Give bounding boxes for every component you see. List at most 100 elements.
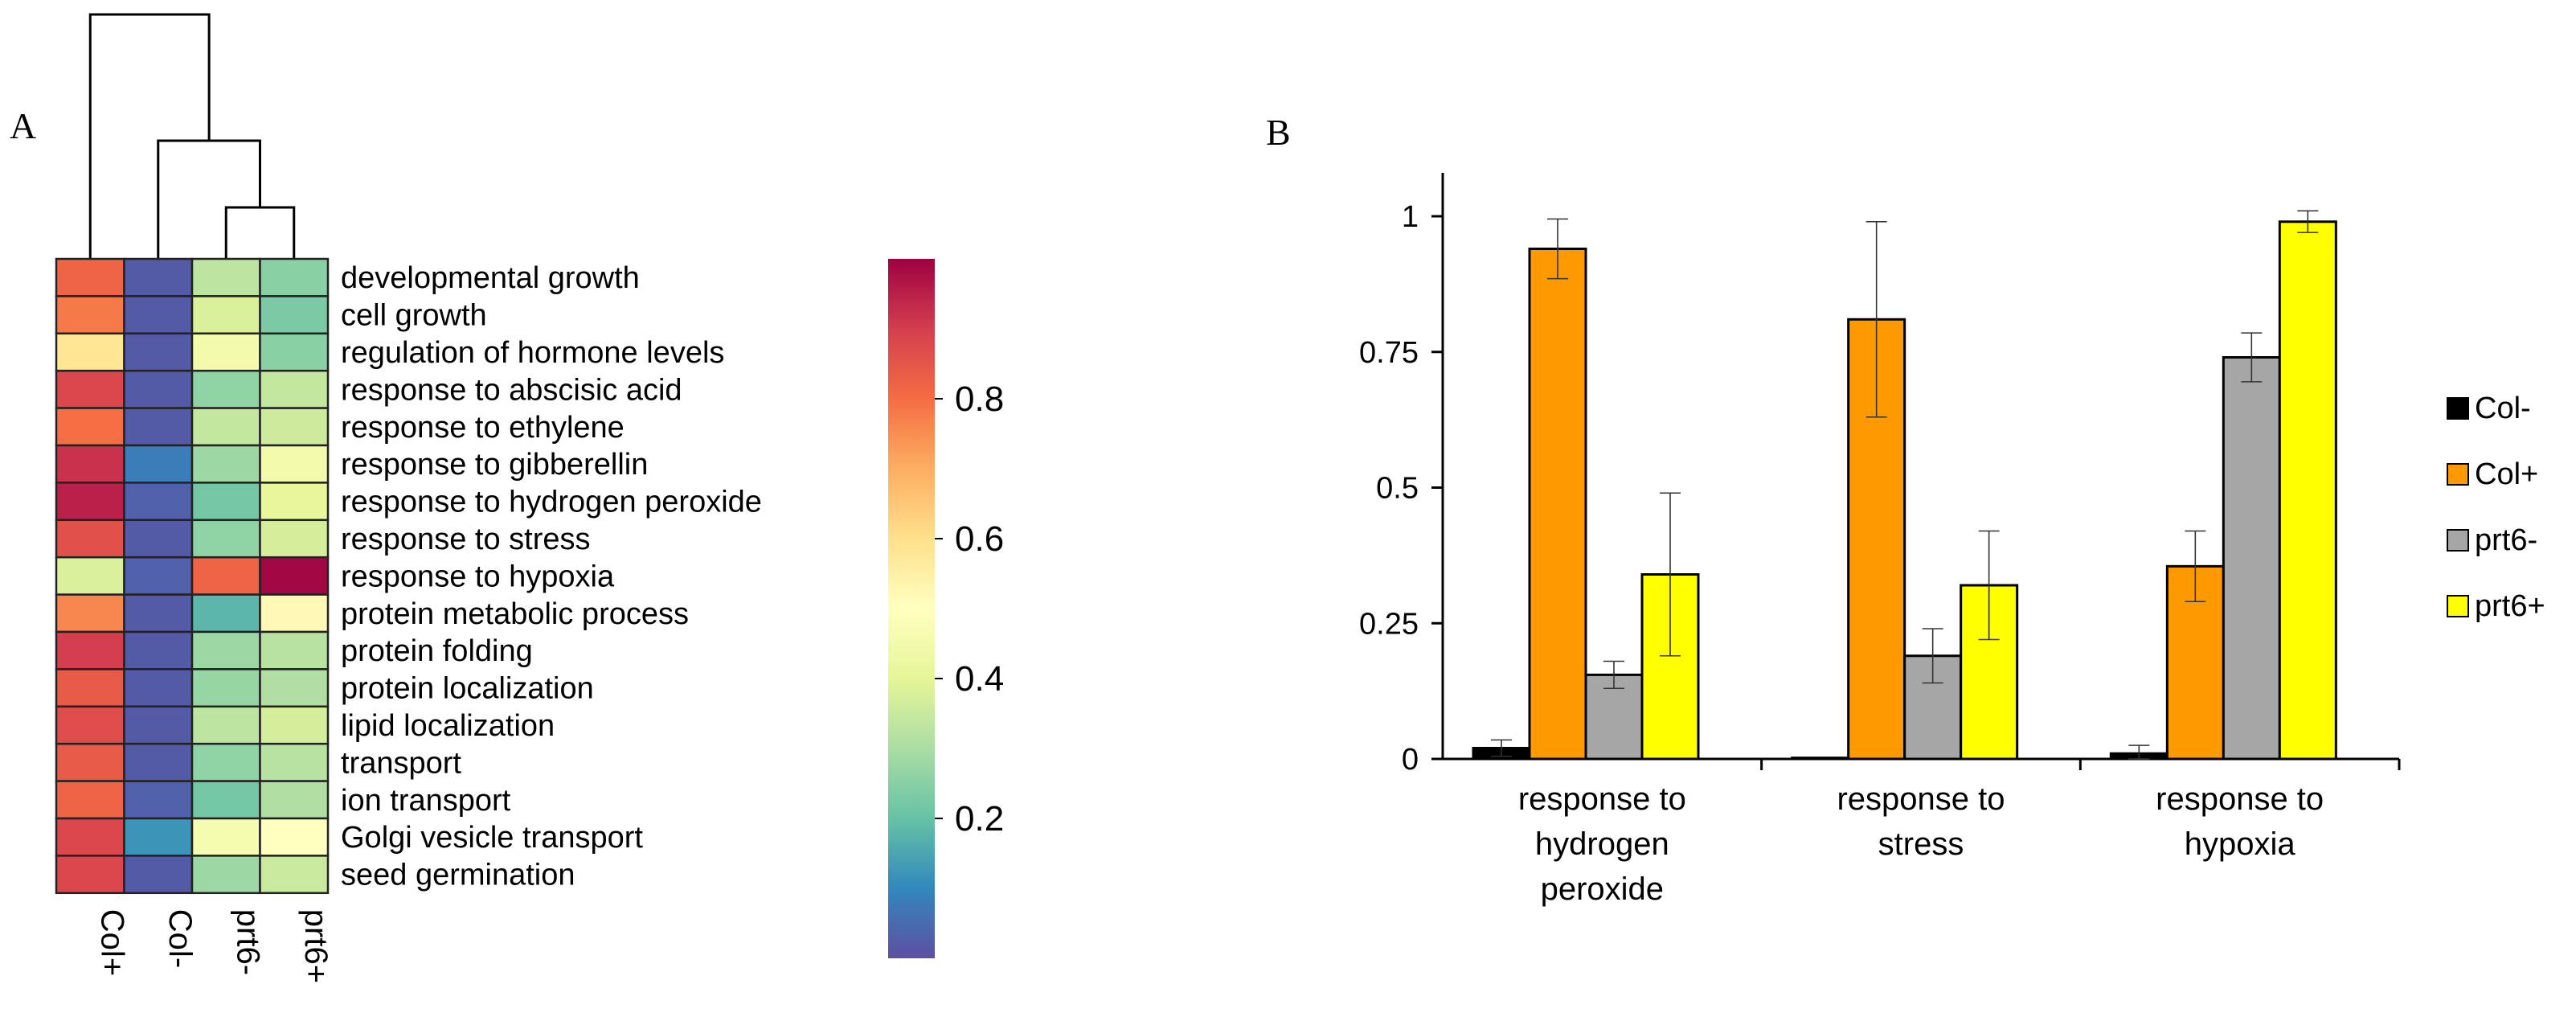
bar-chart-bars [1472, 220, 2337, 761]
heatmap-row-label: response to stress [341, 523, 590, 556]
category-label-line: peroxide [1541, 871, 1664, 907]
heatmap-cell-protein-folding-prt6 [190, 630, 261, 670]
category-label-line: response to [1518, 781, 1686, 817]
legend-swatch-prt6 [2447, 529, 2469, 552]
legend-label-col: Col- [2475, 392, 2531, 425]
heatmap-cell-seed-germination-prt6 [190, 855, 261, 895]
panel-label-b: B [1266, 112, 1291, 153]
category-label-line: hydrogen [1535, 826, 1669, 862]
panel-label-a: A [10, 105, 36, 146]
heatmap-cell-cell-growth-prt6 [259, 295, 330, 335]
colorbar-tick-label: 0.2 [955, 799, 1004, 839]
heatmap-cell-response-to-ethylene-col [123, 407, 194, 447]
heatmap-row-label: protein metabolic process [341, 597, 689, 631]
heatmap-cell-response-to-gibberellin-col [55, 444, 125, 484]
category-label-line: response to [1837, 781, 2005, 817]
heatmap-cell-regulation-of-hormone-levels-col [55, 332, 125, 372]
heatmap-column-label: Col- [162, 909, 198, 968]
heatmap-row-label: developmental growth [341, 261, 640, 295]
heatmap-cell-protein-folding-col [55, 630, 125, 670]
heatmap-column-label: Col+ [94, 909, 129, 976]
colorbar: 0.2 0.4 0.6 0.8 [888, 259, 1004, 958]
heatmap-cell-developmental-growth-col [123, 257, 194, 297]
heatmap-cell-cell-growth-col [55, 295, 125, 335]
heatmap-row-label: response to hypoxia [341, 560, 615, 593]
legend: Col- Col+ prt6- prt6+ [2447, 392, 2545, 623]
colorbar-tick-label: 0.8 [955, 379, 1004, 419]
heatmap-cell-regulation-of-hormone-levels-col [123, 332, 194, 372]
category-label-response-to-hypoxia: response to hypoxia [2156, 781, 2324, 862]
heatmap-cell-seed-germination-col [123, 855, 194, 895]
heatmap-cell-response-to-stress-prt6 [259, 519, 330, 559]
heatmap-cell-cell-growth-col [123, 295, 194, 335]
heatmap-row-labels: developmental growth cell growthregulatio… [341, 261, 762, 892]
colorbar-tick-label: 0.6 [955, 519, 1004, 559]
heatmap-cell-protein-localization-col [123, 668, 194, 708]
heatmap-row-label: response to ethylene [341, 411, 625, 445]
heatmap-cell-golgi-vesicle-transport-col [123, 817, 194, 857]
bar-chart-error-bars [1491, 210, 2319, 760]
heatmap-row-label: response to gibberellin [341, 448, 648, 482]
category-label-line: stress [1878, 826, 1964, 862]
category-label-line: response to [2156, 781, 2324, 817]
heatmap-cell-response-to-ethylene-prt6 [259, 407, 330, 447]
heatmap-cell-response-to-hydrogen-peroxide-prt6 [259, 482, 330, 522]
colorbar-tick-label: 0.4 [955, 659, 1004, 699]
dendrogram [88, 13, 296, 259]
y-axis-tick-label: 0.75 [1359, 336, 1419, 370]
heatmap-cell-golgi-vesicle-transport-prt6 [259, 817, 330, 857]
heatmap-cell-response-to-hypoxia-prt6 [190, 556, 261, 596]
heatmap-cell-protein-localization-prt6 [259, 668, 330, 708]
heatmap-cell-developmental-growth-prt6 [259, 257, 330, 297]
heatmap-cell-protein-localization-col [55, 668, 125, 708]
legend-swatch-col [2447, 463, 2469, 486]
heatmap-cell-response-to-stress-col [55, 519, 125, 559]
bar-prt6-response-to-hypoxia [2278, 220, 2337, 761]
heatmap-row-label: response to hydrogen peroxide [341, 486, 762, 519]
legend-label-col: Col+ [2475, 457, 2538, 491]
dendrogram-branch [224, 206, 296, 259]
heatmap-cell-response-to-hydrogen-peroxide-prt6 [190, 482, 261, 522]
heatmap-row-label: protein folding [341, 634, 533, 668]
category-label-line: hypoxia [2185, 826, 2296, 862]
heatmap-row-label: ion transport [341, 784, 511, 818]
heatmap-cell-response-to-abscisic-acid-prt6 [259, 369, 330, 409]
heatmap-cell-response-to-abscisic-acid-col [123, 369, 194, 409]
bar-chart-category-labels: response to hydrogen peroxide response to st… [1518, 781, 2324, 907]
heatmap-cell-golgi-vesicle-transport-col [55, 817, 125, 857]
heatmap-cell-response-to-hydrogen-peroxide-col [123, 482, 194, 522]
dendrogram-branch [157, 139, 261, 259]
heatmap-cell-response-to-stress-prt6 [190, 519, 261, 559]
heatmap-cell-response-to-gibberellin-prt6 [190, 444, 261, 484]
heatmap-cell-transport-col [55, 742, 125, 782]
heatmap-cell-ion-transport-col [55, 780, 125, 820]
bar-col-response-to-stress [1791, 757, 1850, 761]
heatmap-cell-response-to-hypoxia-col [123, 556, 194, 596]
heatmap-cell-ion-transport-prt6 [190, 780, 261, 820]
heatmap-row-label: Golgi vesicle transport [341, 821, 643, 855]
colorbar-scale [888, 259, 935, 958]
legend-swatch-prt6 [2447, 595, 2469, 617]
heatmap-cell-regulation-of-hormone-levels-prt6 [190, 332, 261, 372]
heatmap-cell-lipid-localization-col [123, 705, 194, 745]
heatmap-row-label: response to abscisic acid [341, 373, 682, 407]
heatmap-cell-response-to-abscisic-acid-prt6 [190, 369, 261, 409]
heatmap-cell-response-to-hypoxia-prt6 [259, 556, 330, 596]
heatmap-cell-response-to-gibberellin-prt6 [259, 444, 330, 484]
heatmap-cells [55, 257, 330, 895]
heatmap-cell-developmental-growth-col [55, 257, 125, 297]
heatmap-cell-protein-folding-prt6 [259, 630, 330, 670]
heatmap-cell-regulation-of-hormone-levels-prt6 [259, 332, 330, 372]
heatmap-row-label: cell growth [341, 299, 487, 333]
heatmap-cell-seed-germination-prt6 [259, 855, 330, 895]
heatmap-cell-response-to-gibberellin-col [123, 444, 194, 484]
y-axis-tick-label: 1 [1402, 200, 1419, 234]
heatmap-cell-protein-localization-prt6 [190, 668, 261, 708]
heatmap-cell-seed-germination-col [55, 855, 125, 895]
heatmap-cell-transport-prt6 [190, 742, 261, 782]
heatmap-cell-response-to-ethylene-prt6 [190, 407, 261, 447]
heatmap-row-label: protein localization [341, 672, 594, 706]
dendrogram-branch [88, 13, 211, 259]
category-label-response-to-hydrogen-peroxide: response to hydrogen peroxide [1518, 781, 1686, 907]
